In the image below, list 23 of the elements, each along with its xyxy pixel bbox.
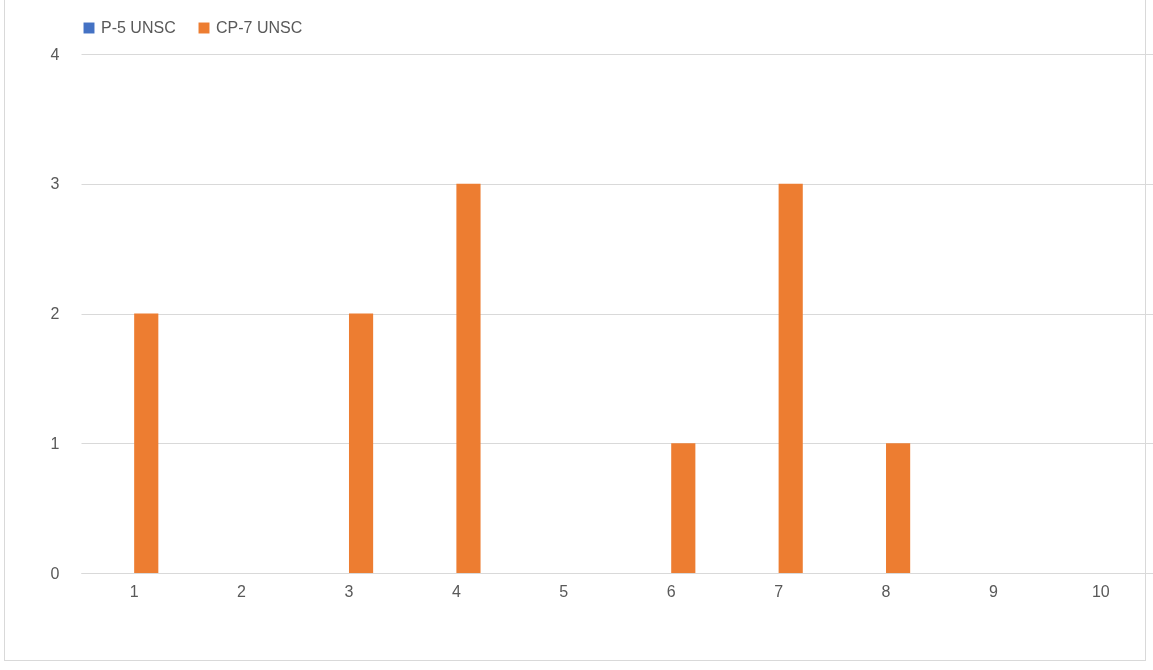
legend-label: P-5 UNSC <box>101 19 176 36</box>
x-tick-label: 7 <box>774 582 784 600</box>
bar <box>671 443 696 573</box>
x-tick-label: 3 <box>344 582 354 600</box>
x-tick-label: 4 <box>451 582 461 600</box>
y-tick-label: 0 <box>50 564 60 582</box>
bar <box>778 183 803 573</box>
bar <box>456 183 481 573</box>
y-tick-label: 3 <box>50 175 60 193</box>
x-tick-label: 1 <box>129 582 139 600</box>
bar <box>348 313 374 573</box>
y-tick-label: 4 <box>50 45 60 63</box>
y-tick-label: 2 <box>50 305 60 322</box>
bar <box>134 313 159 573</box>
bar <box>886 443 911 573</box>
legend-label: CP-7 UNSC <box>216 19 303 36</box>
x-tick-label: 9 <box>988 582 998 600</box>
x-tick-label: 6 <box>666 582 676 600</box>
x-tick-label: 2 <box>237 582 247 600</box>
x-tick-label: 10 <box>1091 582 1110 600</box>
x-tick-label: 8 <box>881 582 891 600</box>
x-tick-label: 5 <box>559 582 569 600</box>
y-tick-label: 1 <box>50 434 60 452</box>
